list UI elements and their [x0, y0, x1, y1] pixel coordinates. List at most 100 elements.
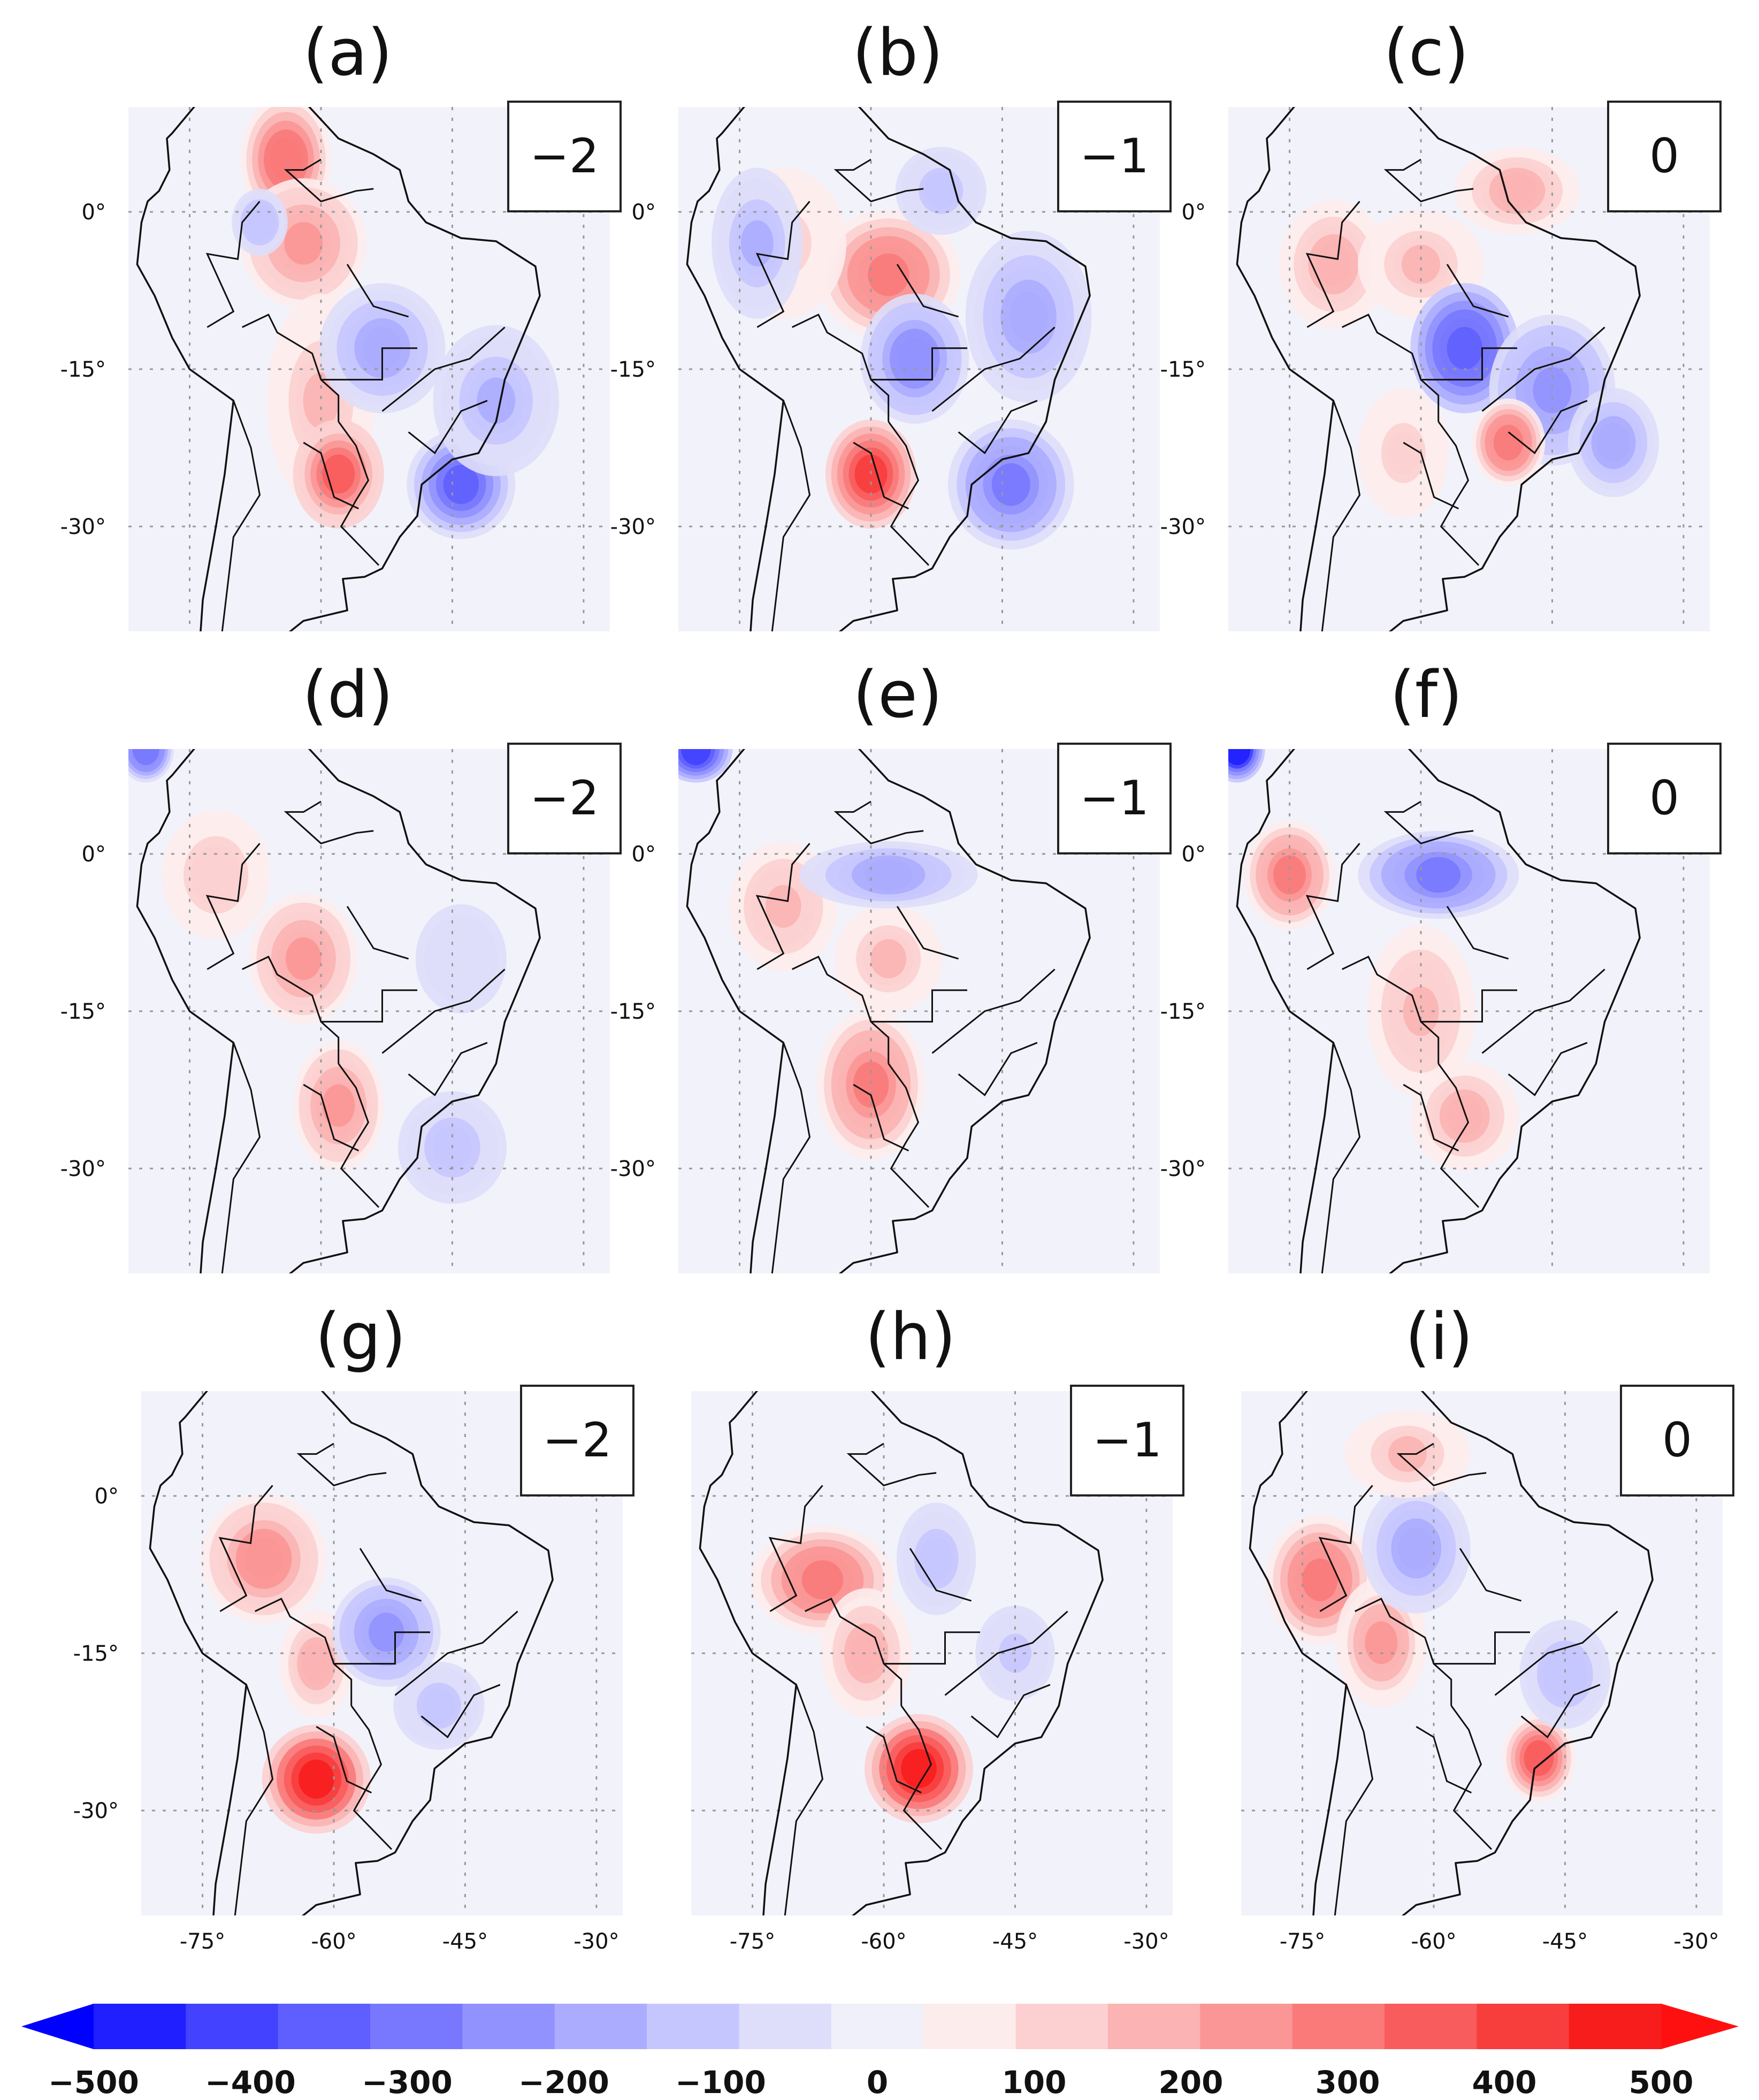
continent-outline: [1236, 749, 1641, 1273]
panel-e: (e) −1 0° -15° -30°: [610, 658, 1172, 1273]
colorbar-segment: [647, 2004, 740, 2049]
colorbar-segment: [739, 2004, 832, 2049]
anomaly-contour: [270, 138, 303, 181]
panel-title: (a): [303, 16, 392, 90]
country-border: [408, 400, 488, 455]
country-border: [1446, 264, 1509, 318]
country-border: [1494, 1610, 1618, 1696]
anomaly-contour: [924, 173, 958, 209]
y-tick-label: 0°: [82, 842, 106, 867]
country-border: [1481, 968, 1605, 1054]
anomaly-contour: [1447, 1096, 1483, 1136]
y-tick-label: -30°: [73, 1799, 119, 1823]
coastline: [686, 107, 1091, 631]
panel-title: (f): [1390, 658, 1463, 732]
anomaly-contour: [1302, 1558, 1338, 1601]
country-border: [296, 1442, 387, 1487]
continent-outline: [699, 1391, 1104, 1915]
lag-box: [520, 1385, 634, 1496]
anomaly-contour: [1228, 749, 1251, 766]
colorbar-arrow-left: [21, 2004, 94, 2049]
y-tick-label: -30°: [60, 1157, 106, 1181]
country-border: [1437, 1063, 1480, 1208]
anomaly-contour: [244, 1537, 284, 1580]
lag-box: [507, 101, 622, 212]
continent-outline: [136, 107, 541, 631]
anomaly-contour: [1524, 1740, 1554, 1776]
colorbar-tick-label: 300: [1315, 2064, 1380, 2100]
colorbar-tick-label: −400: [205, 2064, 296, 2100]
y-tick-label: 0°: [632, 842, 656, 867]
lag-box: [1070, 1385, 1184, 1496]
colorbar-segment: [186, 2004, 279, 2049]
colorbar-tick-label: −300: [362, 2064, 453, 2100]
anomaly-contour: [1398, 1527, 1434, 1570]
country-border: [321, 347, 417, 381]
colorbar-tick-label: 0: [867, 2064, 888, 2100]
country-border: [755, 843, 810, 970]
colorbar-tick-label: −500: [48, 2064, 139, 2100]
lag-label: −1: [1080, 128, 1149, 184]
anomaly-contour: [1533, 367, 1572, 414]
country-border: [958, 1042, 1038, 1097]
country-border: [884, 1631, 980, 1665]
anomaly-contour: [132, 749, 159, 766]
x-tick-label: -75°: [180, 1929, 225, 1954]
anomaly-contour: [1548, 1654, 1581, 1694]
colorbar-tick-label: −200: [518, 2064, 609, 2100]
country-border: [755, 201, 810, 328]
x-tick-label: -30°: [1673, 1929, 1719, 1954]
x-tick-label: -75°: [1280, 1929, 1325, 1954]
colorbar-arrow-right: [1661, 2004, 1739, 2049]
lag-box: [507, 743, 622, 854]
anomaly-contour: [897, 337, 933, 380]
country-border: [896, 906, 959, 960]
country-border: [1403, 1083, 1459, 1152]
country-border: [1481, 326, 1605, 412]
x-tick-label: -30°: [1123, 1929, 1169, 1954]
continent-outline: [686, 749, 1091, 1273]
anomaly-contour: [870, 939, 906, 979]
anomaly-contour: [901, 1749, 937, 1789]
colorbar-tick-label: 100: [1001, 2064, 1066, 2100]
country-border: [1520, 1684, 1601, 1739]
country-border: [1450, 1705, 1493, 1850]
x-tick-label: -60°: [861, 1929, 906, 1954]
country-border: [1305, 843, 1360, 970]
anomaly-contour: [1498, 173, 1536, 209]
y-tick-label: 0°: [1182, 842, 1206, 867]
country-border: [1342, 956, 1440, 1064]
country-border: [218, 1485, 273, 1612]
anomaly-contour: [198, 853, 234, 897]
anomaly-contour: [299, 1759, 334, 1799]
country-border: [958, 400, 1038, 455]
continent-outline: [1249, 1391, 1654, 1915]
anomaly-contour: [1273, 855, 1306, 895]
anomaly-contour: [286, 937, 322, 980]
country-border: [1421, 347, 1517, 381]
anomaly-field: [1265, 1410, 1611, 1803]
anomaly-contour: [850, 1632, 883, 1675]
colorbar-segment: [923, 2004, 1016, 2049]
y-tick-label: -15°: [610, 357, 656, 382]
lag-label: −2: [530, 128, 599, 184]
anomaly-field: [232, 107, 560, 539]
country-border: [381, 968, 506, 1054]
panel-b: (b) −1 0° -15° -30°: [610, 16, 1172, 631]
country-border: [242, 314, 340, 422]
country-border: [784, 1684, 824, 1915]
country-border: [1437, 421, 1480, 566]
country-border: [792, 956, 890, 1064]
colorbar: −500 −400 −300 −200 −100 0 100 200 300 400 500: [21, 2004, 1739, 2100]
anomaly-contour: [680, 749, 711, 766]
country-border: [242, 956, 340, 1064]
country-border: [205, 843, 261, 970]
anomaly-field: [1279, 147, 1659, 518]
lag-label: −1: [1080, 770, 1149, 826]
panels: (a) −2 0° -15° -30° (b) −1 0° -15° -30° (c) 0 0° -15°…: [60, 16, 1734, 1954]
anomaly-contour: [1009, 292, 1048, 342]
anomaly-contour: [920, 1537, 953, 1580]
country-border: [1383, 158, 1474, 203]
anomaly-contour: [303, 372, 339, 429]
